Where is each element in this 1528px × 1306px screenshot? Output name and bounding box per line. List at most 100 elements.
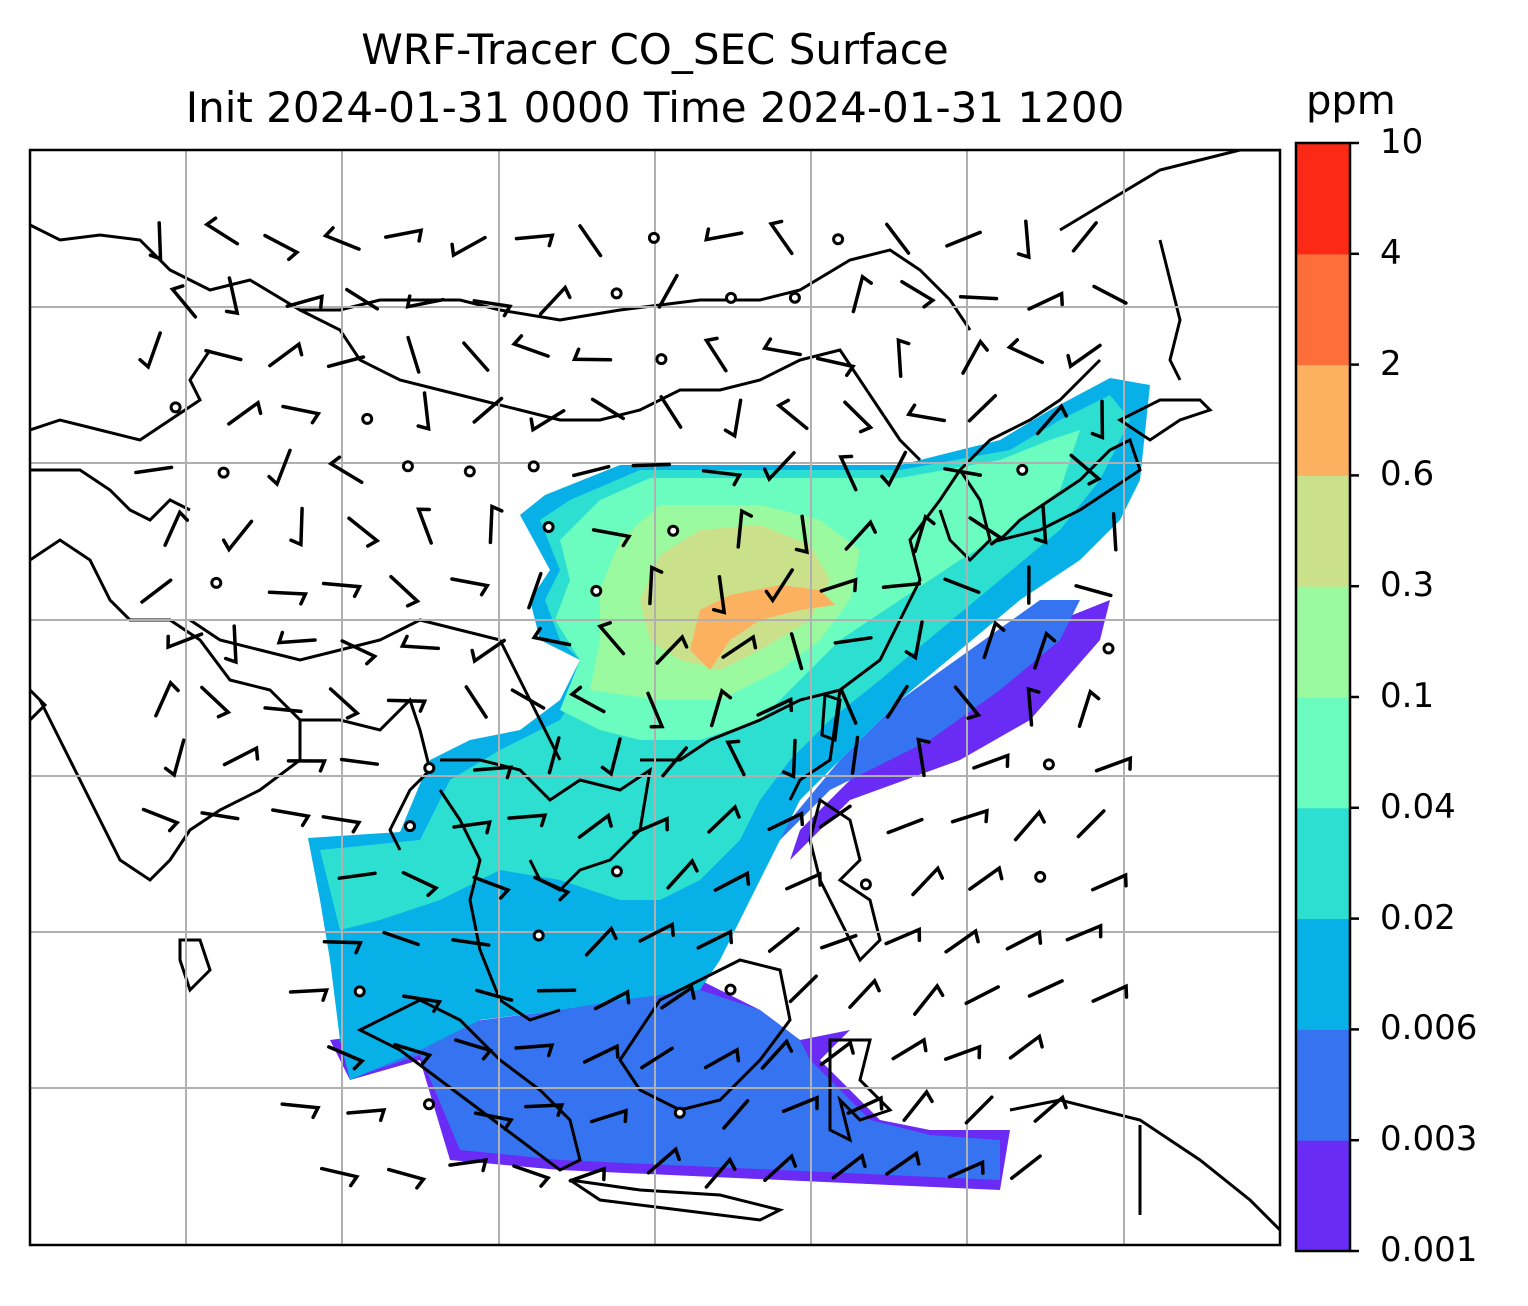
wind-barb: [527, 571, 543, 610]
wind-barb: [321, 815, 362, 834]
wind-barb: [1074, 584, 1113, 598]
wind-barb: [945, 230, 982, 248]
wind-barb: [961, 338, 989, 375]
wind-barb: [704, 1156, 737, 1189]
wind-barb: [337, 871, 377, 880]
wind-barb: [1092, 284, 1128, 305]
wind-barb: [659, 395, 683, 429]
wind-barb: [328, 687, 361, 720]
wind-barb: [913, 513, 936, 554]
wind-barb: [346, 1108, 387, 1123]
calm-circle: [463, 465, 476, 478]
wind-barb: [968, 865, 1004, 891]
wind-barb: [843, 400, 874, 434]
wind-barb: [203, 216, 240, 246]
wind-barb: [340, 639, 378, 666]
wind-barb: [406, 335, 421, 374]
wind-barb: [577, 812, 613, 839]
wind-barb: [200, 811, 240, 821]
wind-barb: [958, 294, 999, 301]
wind-barb: [1033, 504, 1048, 545]
wind-barb: [289, 506, 304, 548]
map-border: [28, 148, 1282, 1247]
wind-barb: [763, 1153, 798, 1183]
wind-barb: [896, 337, 911, 378]
tracer-field: [308, 378, 1150, 1190]
wind-barb: [416, 391, 431, 432]
calm-circle: [788, 291, 801, 304]
wind-barb: [1091, 983, 1129, 1003]
wind-barb: [452, 820, 492, 835]
wind-barb: [944, 928, 980, 954]
colorbar-tick-label: 0.3: [1380, 565, 1435, 606]
wind-barb: [885, 684, 909, 719]
wind-barb: [389, 574, 421, 608]
wind-barb: [846, 1095, 884, 1115]
wind-barb: [538, 284, 572, 316]
wind-barb: [511, 334, 550, 358]
wind-barb: [788, 974, 818, 1004]
calm-circle: [725, 291, 737, 304]
wind-barb: [347, 516, 381, 548]
wind-barb: [416, 507, 433, 545]
wind-barb: [322, 226, 361, 251]
wind-barb: [1035, 403, 1069, 436]
wind-barb: [322, 939, 364, 955]
wind-barb: [819, 577, 858, 593]
wind-barb: [382, 930, 420, 947]
wind-barb: [916, 737, 931, 778]
wind-barb: [472, 396, 504, 424]
wind-barb: [838, 454, 858, 492]
wind-barb: [638, 921, 675, 943]
wind-barb: [285, 294, 324, 309]
colorbar-swatch: [1296, 697, 1350, 809]
wind-barb: [224, 276, 240, 316]
wind-barb: [472, 299, 513, 318]
wind-barb: [571, 347, 613, 362]
calm-circle: [423, 1098, 435, 1111]
wind-barb: [848, 977, 881, 1009]
wind-barb: [655, 634, 689, 665]
wind-barb: [666, 857, 699, 890]
wind-barb: [964, 1095, 994, 1125]
wind-barb: [223, 624, 238, 665]
wind-barb: [222, 745, 260, 767]
wind-barb: [648, 564, 664, 606]
wind-barb: [589, 1108, 628, 1124]
wind-barb: [268, 341, 304, 368]
wind-barb: [1016, 219, 1031, 260]
calm-circle: [1016, 463, 1029, 476]
wind-barb: [736, 508, 754, 549]
wind-barbs: [134, 216, 1133, 1190]
colorbar-tick-label: 0.6: [1380, 454, 1435, 495]
wind-barb: [722, 1099, 750, 1130]
colorbar-swatch: [1296, 143, 1350, 255]
wind-barb: [839, 688, 858, 725]
wind-barb: [163, 738, 186, 778]
wind-barb: [661, 746, 688, 778]
colorbar-tick-label: 0.001: [1380, 1230, 1478, 1270]
wind-barb: [529, 409, 566, 433]
wind-barb: [524, 1103, 565, 1117]
wind-barb: [818, 804, 852, 829]
wind-barb: [953, 685, 982, 720]
wind-barb: [885, 1150, 921, 1176]
calm-circle: [647, 231, 660, 244]
calm-circle: [859, 878, 872, 891]
wind-barb: [711, 574, 727, 615]
wind-barb: [900, 279, 936, 309]
wind-barb: [1006, 338, 1044, 365]
colorbar-swatch: [1296, 1029, 1350, 1141]
wind-barb: [572, 464, 611, 478]
wind-barb: [1071, 221, 1098, 253]
calm-circle: [532, 929, 545, 942]
wind-barb: [767, 926, 800, 953]
wind-barb: [166, 632, 204, 650]
wind-barb: [886, 817, 924, 835]
calm-circle: [169, 401, 182, 414]
wind-barb: [833, 636, 873, 645]
wind-barb: [967, 393, 998, 423]
wind-barb: [326, 355, 366, 369]
wind-barb: [393, 1042, 433, 1066]
wind-barb: [327, 455, 364, 485]
